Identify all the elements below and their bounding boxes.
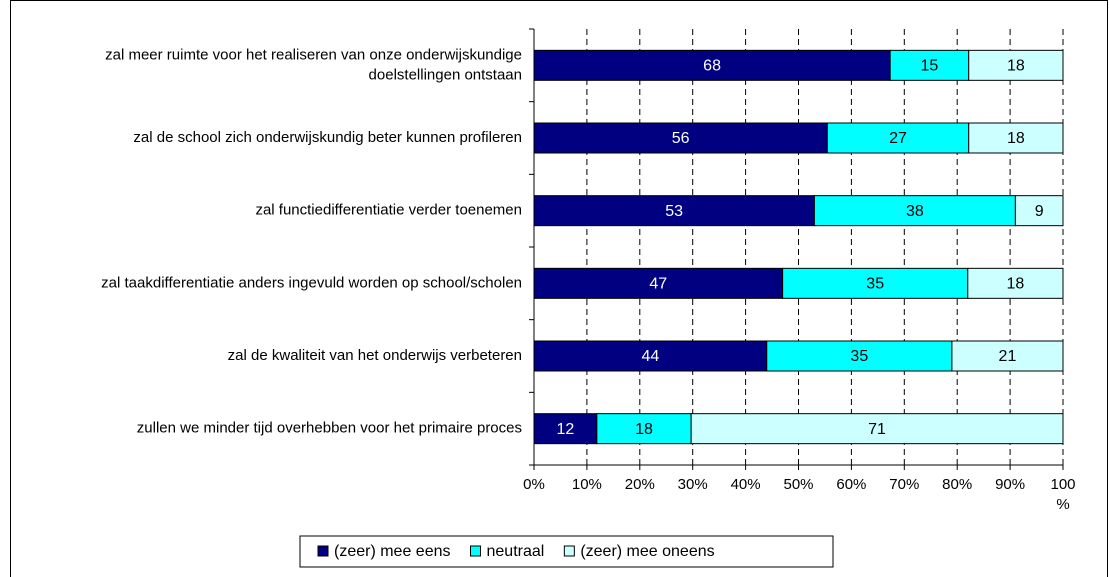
x-tick-label: 100% <box>1050 476 1075 513</box>
y-tick-label: zal taakdifferentiatie anders ingevuld w… <box>101 274 522 291</box>
bar-segment <box>813 195 1016 227</box>
data-label: 18 <box>635 421 653 438</box>
x-tick-label: 40% <box>731 476 761 493</box>
x-tick-label-part: 90% <box>995 476 1025 493</box>
bar-segment <box>889 49 970 81</box>
data-label: 9 <box>1035 203 1044 220</box>
y-tick-label-line: zal taakdifferentiatie anders ingevuld w… <box>101 274 522 291</box>
x-tick-label: 30% <box>678 476 708 493</box>
data-label: 27 <box>889 130 907 147</box>
data-label: 12 <box>557 421 575 438</box>
data-label: 21 <box>999 348 1017 365</box>
legend-label: neutraal <box>487 543 545 560</box>
data-label: 38 <box>906 203 924 220</box>
data-label: 15 <box>921 58 939 75</box>
x-tick-label-part: 80% <box>942 476 972 493</box>
data-label: 44 <box>641 348 659 365</box>
y-tick-label-line: zal de kwaliteit van het onderwijs verbe… <box>228 347 522 364</box>
legend-label: (zeer) mee oneens <box>580 543 714 560</box>
x-tick-label: 10% <box>572 476 602 493</box>
x-tick-label-part: 10% <box>572 476 602 493</box>
x-tick-label: 70% <box>889 476 919 493</box>
data-label: 56 <box>672 130 690 147</box>
x-tick-label-part: 20% <box>625 476 655 493</box>
bar-segment <box>951 340 1064 372</box>
y-tick-label: zal de school zich onderwijskundig beter… <box>133 129 522 146</box>
data-label: 47 <box>649 276 667 293</box>
bar-segment <box>533 195 815 227</box>
x-tick-label-part: 30% <box>678 476 708 493</box>
x-tick-label: 80% <box>942 476 972 493</box>
bar-segment <box>690 413 1064 445</box>
y-tick-label: zal meer ruimte voor het realiseren van … <box>105 46 522 83</box>
y-tick-label-line: zullen we minder tijd overhebben voor he… <box>137 420 522 437</box>
bar-segment <box>968 122 1064 154</box>
x-tick-label: 0% <box>523 476 545 493</box>
y-tick-label-line: doelstellingen ontstaan <box>369 66 522 83</box>
x-tick-label: 60% <box>836 476 866 493</box>
x-tick-label-part: 70% <box>889 476 919 493</box>
legend-swatch <box>470 545 481 557</box>
x-tick-label: 90% <box>995 476 1025 493</box>
x-tick-label-part: 50% <box>783 476 813 493</box>
x-tick-label-part: % <box>1056 496 1069 513</box>
y-tick-label-line: zal meer ruimte voor het realiseren van … <box>105 46 522 63</box>
legend-swatch <box>563 545 575 557</box>
bar-segment <box>533 122 828 154</box>
x-tick-label-part: 40% <box>731 476 761 493</box>
x-tick-label-part: 100 <box>1050 476 1075 493</box>
data-label: 68 <box>703 58 721 75</box>
data-label: 18 <box>1007 130 1025 147</box>
y-tick-label: zal functiedifferentiatie verder toeneme… <box>255 202 522 219</box>
x-tick-label: 50% <box>783 476 813 493</box>
data-label: 35 <box>850 348 868 365</box>
data-label: 53 <box>665 203 683 220</box>
chart-frame <box>10 0 1108 577</box>
legend-label: (zeer) mee eens <box>334 543 451 560</box>
data-label: 71 <box>868 421 886 438</box>
bar-segment <box>968 49 1064 81</box>
y-tick-label-line: zal functiedifferentiatie verder toeneme… <box>255 202 522 219</box>
data-label: 18 <box>1006 276 1024 293</box>
data-label: 35 <box>866 276 884 293</box>
y-tick-label: zal de kwaliteit van het onderwijs verbe… <box>228 347 522 364</box>
x-tick-label: 20% <box>625 476 655 493</box>
bar-segment <box>533 340 768 372</box>
bar-segment <box>967 267 1064 299</box>
bar-segment <box>826 122 970 154</box>
y-tick-label: zullen we minder tijd overhebben voor he… <box>137 420 522 437</box>
legend-swatch <box>317 545 329 557</box>
bar-segment <box>1014 195 1064 227</box>
x-tick-label-part: 60% <box>836 476 866 493</box>
data-label: 18 <box>1007 58 1025 75</box>
y-tick-label-line: zal de school zich onderwijskundig beter… <box>133 129 522 146</box>
x-tick-label-part: 0% <box>523 476 545 493</box>
bar-segment <box>533 49 891 81</box>
